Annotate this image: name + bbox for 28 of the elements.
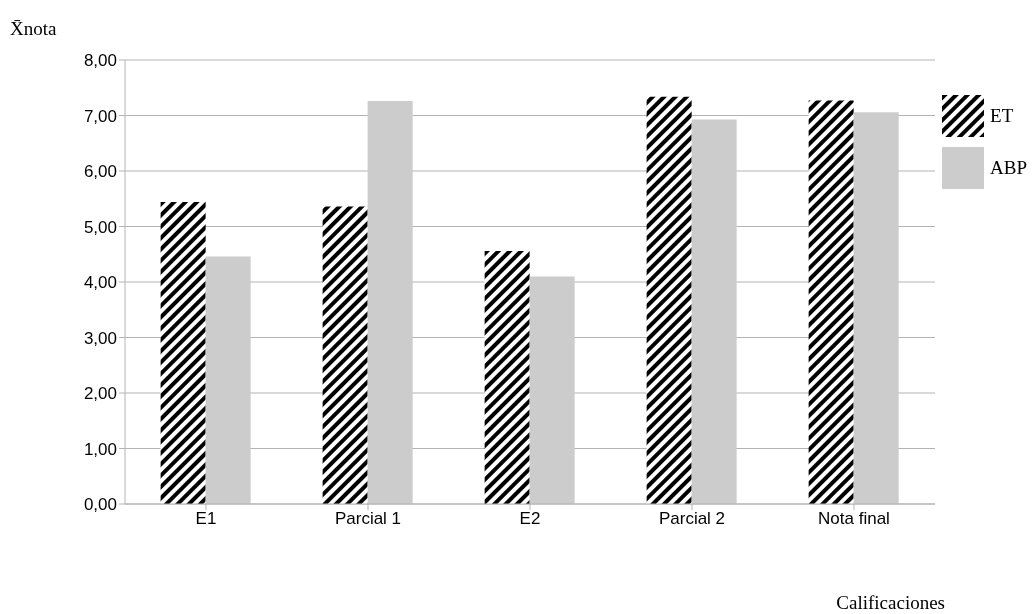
x-tick-label: E2 xyxy=(519,509,541,529)
x-tick-label: Nota final xyxy=(818,509,890,529)
y-tick-label: 5,00 xyxy=(83,217,117,237)
y-tick-label: 1,00 xyxy=(83,439,117,459)
bar xyxy=(808,100,854,504)
bar xyxy=(322,206,368,504)
y-tick-label: 4,00 xyxy=(83,273,117,293)
y-tick-label: 0,00 xyxy=(83,495,117,515)
bar xyxy=(853,112,899,504)
y-tick-label: 8,00 xyxy=(83,51,117,71)
y-tick-label: 6,00 xyxy=(83,162,117,182)
x-tick-label: Parcial 2 xyxy=(658,509,726,529)
bar xyxy=(160,202,206,504)
x-tick-label: E1 xyxy=(195,509,217,529)
bar xyxy=(691,119,737,504)
y-tick-label: 2,00 xyxy=(83,384,117,404)
y-tick-label: 3,00 xyxy=(83,328,117,348)
bar xyxy=(205,256,251,504)
bar xyxy=(484,250,530,504)
bar xyxy=(367,101,413,504)
x-tick-label: Parcial 1 xyxy=(334,509,402,529)
y-axis-title: X̄nota xyxy=(10,18,57,40)
bar xyxy=(646,96,692,504)
legend-label: ABP xyxy=(990,157,1027,179)
legend-label: ET xyxy=(990,105,1014,127)
x-axis-title: Calificaciones xyxy=(836,592,945,614)
bar xyxy=(529,276,575,504)
y-tick-label: 7,00 xyxy=(83,106,117,126)
